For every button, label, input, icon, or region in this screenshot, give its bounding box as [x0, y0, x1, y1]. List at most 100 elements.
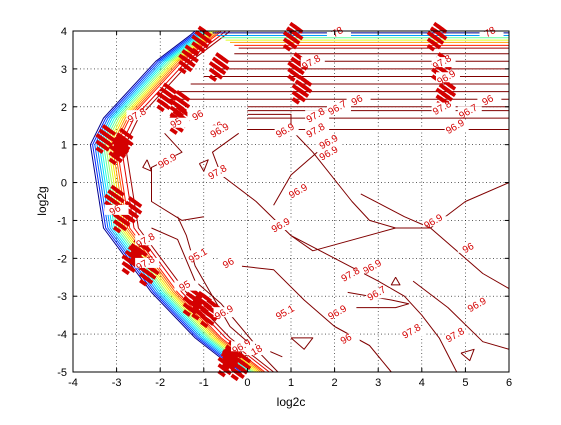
y-tick-label: 0: [61, 178, 67, 190]
contour-label-bg: [401, 326, 426, 337]
contour-line-c-1: [247, 113, 510, 229]
contour-label-bg: [126, 110, 151, 121]
contour-label-bg: [207, 166, 232, 177]
contour-label: 96: [191, 108, 207, 123]
contour-label-bg: [444, 329, 469, 340]
contour-label-bg: [326, 307, 351, 318]
contour-label-bg: [318, 148, 343, 159]
contour-label: 78: [483, 25, 499, 40]
y-tick-label: 4: [61, 26, 67, 38]
contour-label-bg: [174, 280, 199, 291]
contour-label-bg: [466, 299, 491, 310]
x-tick-label: -2: [155, 377, 165, 389]
contour-label-bg: [366, 288, 391, 299]
x-tick-label: 5: [462, 377, 468, 389]
contour-label-bg: [444, 121, 469, 132]
y-tick-label: 3: [61, 64, 67, 76]
contour-label: 95: [169, 116, 185, 131]
contour-label-bg: [318, 136, 343, 147]
contour-label-bg: [187, 110, 212, 121]
contour-line-c-18: [460, 348, 475, 362]
contour-label: 96: [350, 93, 366, 108]
contour-label: 96: [461, 241, 477, 256]
contour-label-bg: [270, 220, 295, 231]
contour-line-lvl-3: [94, 30, 244, 373]
contour-line-c-17: [290, 337, 314, 350]
contour-label-bg: [435, 72, 460, 83]
contour-line-lvl-15: [124, 30, 274, 373]
y-tick-label: 1: [61, 140, 67, 152]
contour-label-bg: [213, 307, 238, 318]
contour-label-bg: [246, 345, 271, 356]
contour-label: 96: [221, 256, 237, 271]
contour-label-bg: [305, 110, 330, 121]
x-ticks: -4 -3 -2 -1 0 1 2 3 4 5 6: [68, 31, 512, 389]
contour-label-bg: [431, 102, 456, 113]
contour-label-bg: [274, 307, 299, 318]
contour-line-c-11: [360, 193, 431, 229]
contour-label-bg: [209, 125, 234, 136]
contour-line-lvl-2: [92, 30, 242, 373]
contour-line-lvl-12: [113, 30, 264, 373]
contour-label-bg: [477, 94, 502, 105]
x-tick-label: -4: [68, 377, 78, 389]
contour-label-bg: [335, 333, 360, 344]
contour-label-bg: [340, 269, 365, 280]
contour-line-lvl-4: [96, 30, 246, 373]
contour-line-lvl-8: [105, 30, 255, 373]
y-tick-label: -5: [57, 367, 67, 379]
contour-line-lvl-14: [120, 30, 270, 373]
contour-line-c-14: [198, 159, 209, 172]
y-tick-label: -4: [57, 329, 67, 341]
contour-label-bg: [326, 102, 351, 113]
contour-line-lvl-9: [107, 30, 257, 373]
contour-line-lvl-1: [89, 30, 240, 373]
x-tick-label: 4: [419, 377, 425, 389]
contour-line-lvl-7: [103, 30, 253, 373]
contour-line-c-12: [273, 151, 318, 206]
contour-line-c-15: [390, 277, 401, 286]
y-tick-label: -3: [57, 291, 67, 303]
contour-line-lvl-13: [116, 30, 266, 373]
contour-label: 95: [178, 279, 194, 294]
x-axis-label: log2c: [277, 395, 306, 409]
contour-label-bg: [274, 125, 299, 136]
contour-line-lvl-10: [109, 30, 259, 373]
y-tick-label: -2: [57, 253, 67, 265]
contour-label-bg: [300, 57, 325, 68]
contour-lines: [89, 30, 510, 373]
contour-line-lvl-6: [100, 30, 250, 373]
contour-label-bg: [457, 242, 482, 253]
contour-line-c-13: [142, 159, 152, 172]
contour-label: 96: [481, 93, 497, 108]
contour-label-bg: [346, 94, 371, 105]
contour-label: 18: [249, 343, 265, 358]
x-tick-label: -3: [112, 377, 122, 389]
contour-line-c-10: [412, 280, 510, 350]
contour-line-c-9: [430, 227, 510, 290]
contour-label-bg: [231, 341, 256, 352]
x-tick-label: 3: [375, 377, 381, 389]
x-tick-label: 0: [244, 377, 250, 389]
contour-label-bg: [165, 117, 190, 128]
x-tick-label: 1: [288, 377, 294, 389]
x-tick-label: 6: [506, 377, 512, 389]
contour-label-bg: [104, 204, 129, 215]
contour-label: 78: [330, 25, 346, 40]
contour-label-bg: [217, 257, 242, 268]
y-axis-label: log2g: [35, 186, 49, 215]
x-tick-label: -1: [199, 377, 209, 389]
contour-line-c-2: [212, 132, 396, 252]
contour-label: 96: [108, 203, 124, 218]
contour-label-bg: [361, 261, 386, 272]
y-tick-label: -1: [57, 215, 67, 227]
contour-label-bg: [287, 185, 312, 196]
contour-label-bg: [457, 106, 482, 117]
y-tick-label: 2: [61, 102, 67, 114]
contour-label-bg: [479, 26, 504, 37]
x-tick-label: 2: [332, 377, 338, 389]
contour-label-bg: [135, 235, 160, 246]
contour-label-bg: [156, 155, 181, 166]
contour-label-bg: [187, 250, 212, 261]
